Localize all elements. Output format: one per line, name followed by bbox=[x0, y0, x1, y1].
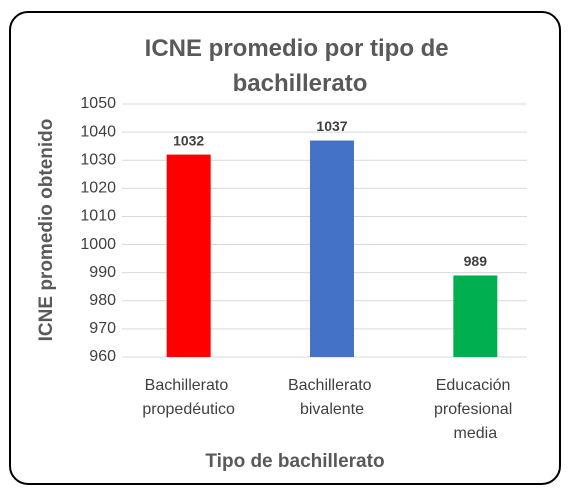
bar bbox=[166, 154, 211, 357]
y-tick-label: 1050 bbox=[80, 95, 116, 112]
bar bbox=[453, 275, 498, 357]
y-tick-label: 1000 bbox=[80, 236, 116, 253]
y-tick-label: 970 bbox=[89, 320, 116, 337]
x-tick-label: Educación profesional media bbox=[434, 377, 517, 442]
data-label: 989 bbox=[464, 253, 488, 269]
data-label: 1032 bbox=[173, 132, 204, 148]
y-tick-label: 990 bbox=[89, 264, 116, 281]
bar bbox=[310, 140, 354, 357]
y-tick-label: 1030 bbox=[80, 151, 116, 168]
x-tick-label: Bachillerato propedéutico bbox=[142, 377, 235, 418]
y-tick-label: 960 bbox=[89, 348, 116, 365]
chart-frame bbox=[9, 11, 561, 485]
chart-title: ICNE promedio por tipo de bachillerato bbox=[145, 35, 456, 97]
y-tick-label: 1020 bbox=[80, 180, 116, 197]
y-tick-label: 980 bbox=[89, 292, 116, 309]
y-tick-label: 1010 bbox=[80, 208, 116, 225]
y-tick-label: 1040 bbox=[80, 123, 116, 140]
x-axis-label: Tipo de bachillerato bbox=[205, 451, 384, 472]
data-label: 1037 bbox=[316, 118, 347, 134]
x-tick-label: Bachillerato bivalente bbox=[288, 377, 376, 418]
y-axis-label: ICNE promedio obtenido bbox=[36, 119, 57, 342]
